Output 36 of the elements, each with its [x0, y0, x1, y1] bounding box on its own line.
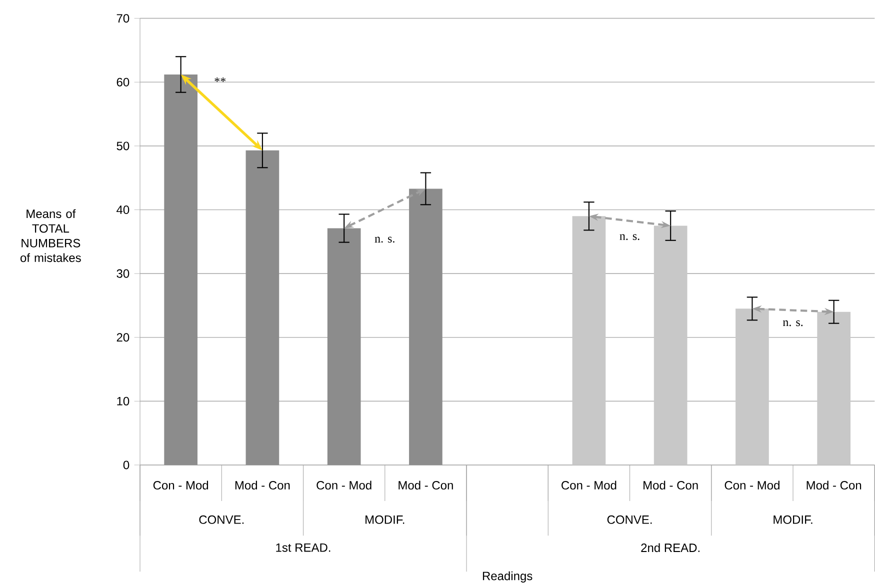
text: MODIF. — [366, 515, 404, 524]
annotation: ** — [214, 78, 226, 82]
bar — [164, 74, 198, 465]
x-tick-label: Mod - Con — [398, 480, 453, 490]
x-tick-label: Con - Mod — [724, 480, 780, 490]
y-axis-title: Means of TOTAL NUMBERS of mistakes — [20, 209, 81, 262]
y-tick-label: 30 — [116, 269, 130, 278]
x-tick-label: Mod - Con — [644, 480, 698, 490]
text: 2nd READ. — [641, 543, 700, 552]
bar — [409, 188, 442, 465]
bar — [246, 150, 280, 465]
x-tick-label: Mod - Con — [806, 480, 862, 490]
y-tick-label: 0 — [123, 460, 130, 470]
y-tick-label: 10 — [117, 396, 130, 406]
text: Readings — [482, 571, 532, 583]
annotation: n. s. — [374, 236, 394, 243]
bar — [736, 308, 769, 465]
bar — [817, 312, 851, 465]
annotation: n. s. — [620, 234, 640, 240]
y-tick-label: 50 — [116, 142, 130, 150]
text: CONVE. — [607, 515, 652, 524]
text: MODIF. — [774, 515, 812, 524]
text: CONVE. — [199, 515, 244, 524]
y-tick-label: 20 — [116, 333, 130, 342]
text: 1st READ. — [276, 543, 330, 552]
bar — [654, 226, 688, 465]
x-tick-label: Con - Mod — [153, 480, 208, 490]
x-tick-label: Con - Mod — [316, 480, 372, 490]
y-tick-label: 40 — [116, 206, 130, 214]
annotation: n. s. — [782, 320, 803, 326]
y-tick-label: 70 — [116, 14, 130, 23]
bar — [327, 228, 361, 465]
x-tick-label: Con - Mod — [562, 480, 616, 490]
y-tick-label: 60 — [116, 78, 130, 86]
x-tick-label: Mod - Con — [235, 480, 290, 490]
bar — [572, 216, 606, 465]
